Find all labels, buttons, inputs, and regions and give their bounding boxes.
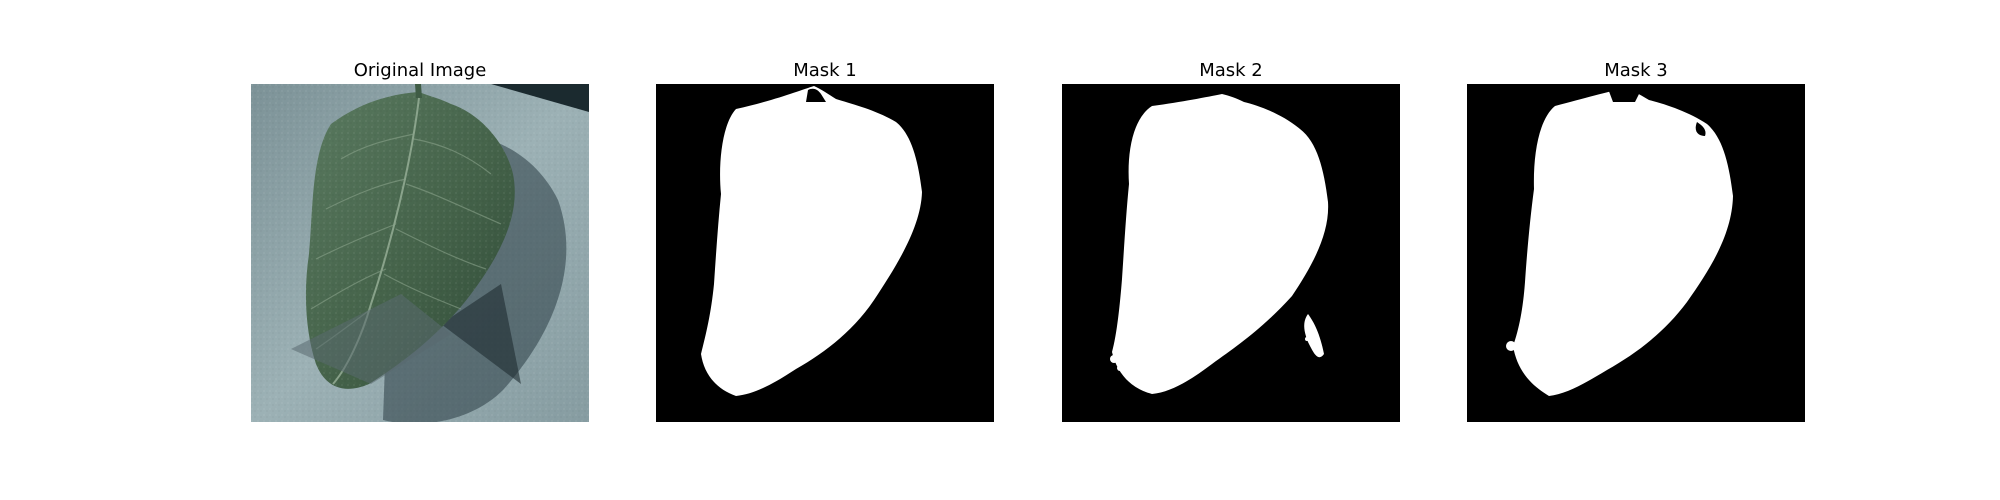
panel-mask-3: Mask 3 (1467, 58, 1805, 422)
original-leaf-photo (251, 84, 589, 422)
panel-mask-2: Mask 2 (1062, 58, 1400, 422)
panel-title: Mask 3 (1604, 60, 1668, 81)
panel-title: Mask 2 (1199, 60, 1263, 81)
panel-title: Mask 1 (793, 60, 857, 81)
mask-2-image (1062, 84, 1400, 422)
mask-1-image (656, 84, 994, 422)
mask-3-image (1467, 84, 1805, 422)
panel-original-image: Original Image (251, 58, 589, 422)
panel-mask-1: Mask 1 (656, 58, 994, 422)
panel-title: Original Image (353, 60, 487, 81)
